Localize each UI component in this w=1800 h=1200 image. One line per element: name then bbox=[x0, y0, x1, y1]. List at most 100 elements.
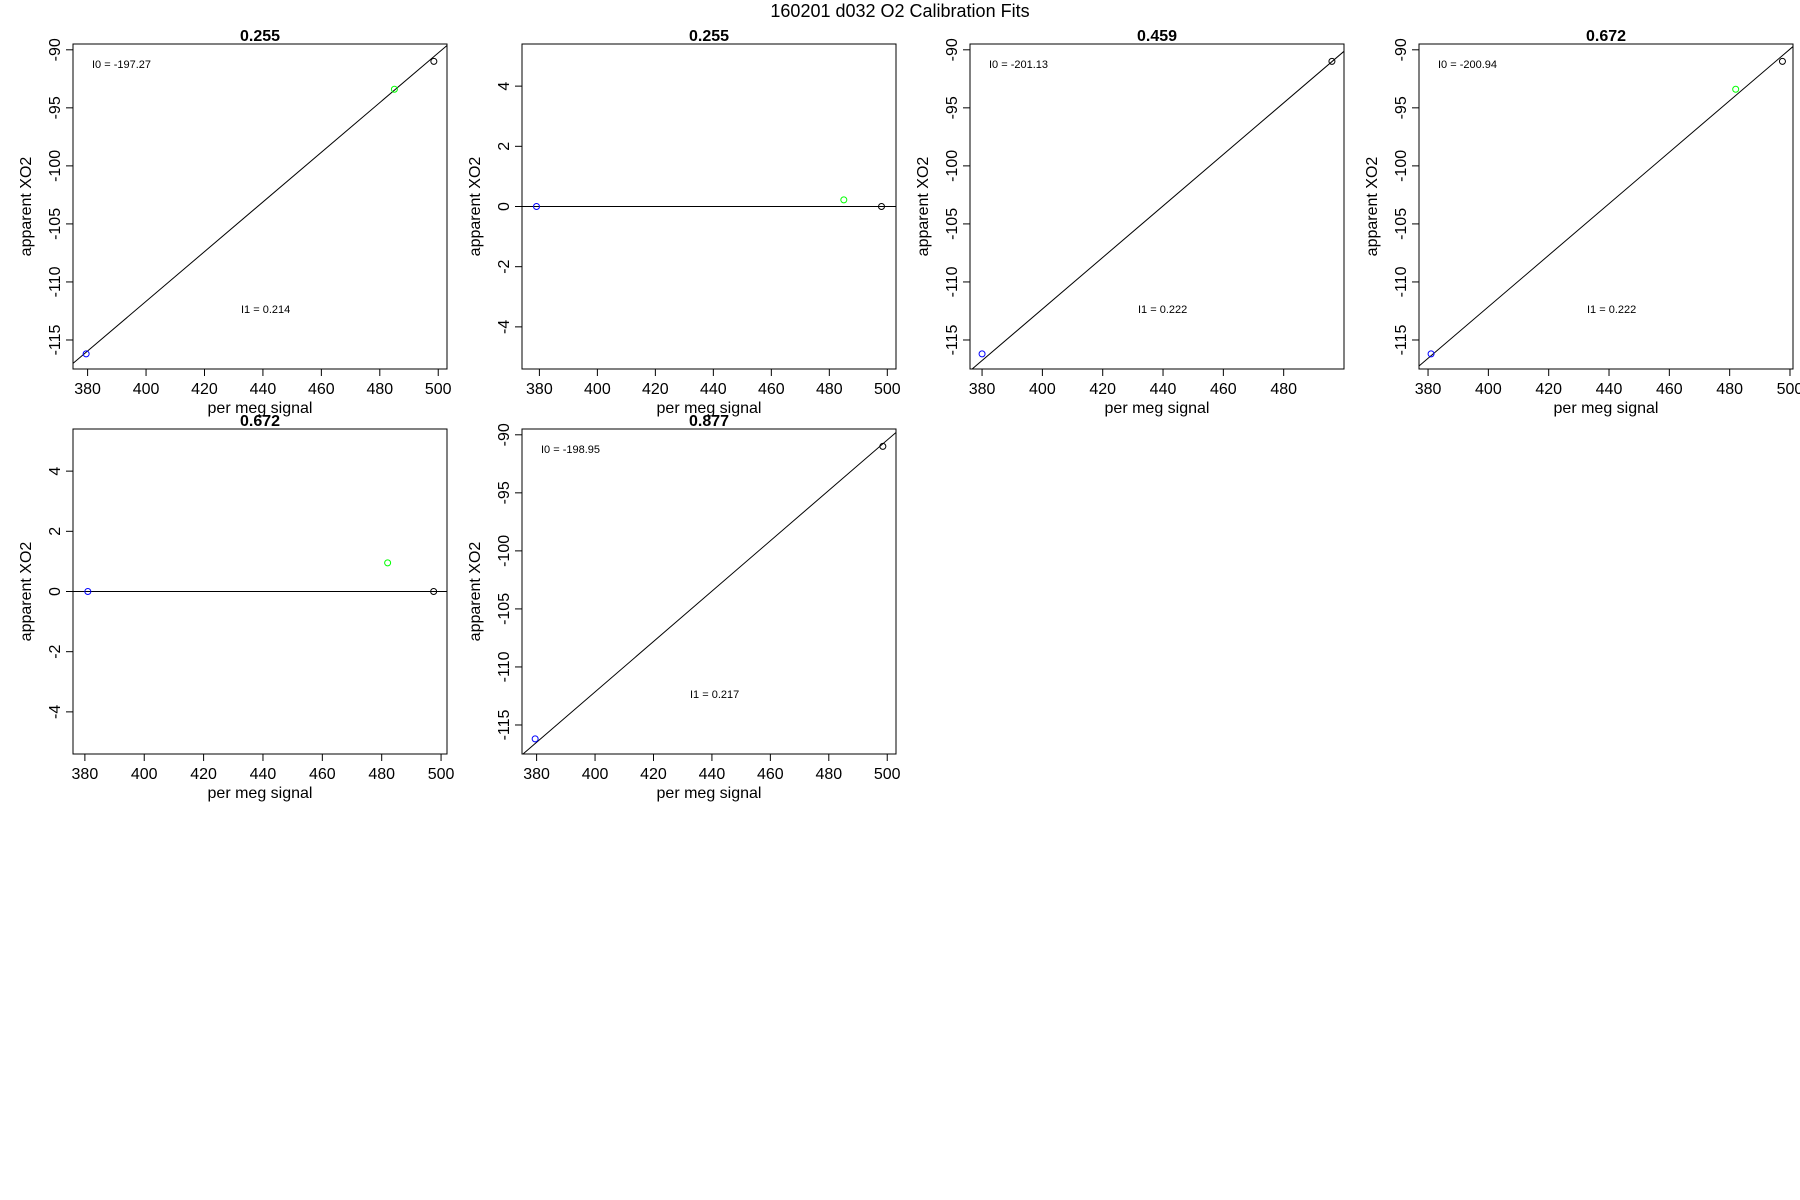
data-point-blue bbox=[84, 588, 92, 595]
panel-title: 0.877 bbox=[689, 413, 729, 430]
page-title: 160201 d032 O2 Calibration Fits bbox=[770, 1, 1030, 21]
y-tick-label: 2 bbox=[496, 142, 513, 151]
y-tick-label: -105 bbox=[1393, 208, 1410, 240]
x-axis-label: per meg signal bbox=[1105, 400, 1210, 417]
fit-line bbox=[1419, 46, 1793, 367]
x-tick-label: 460 bbox=[758, 381, 785, 398]
x-tick-label: 400 bbox=[131, 766, 158, 783]
x-tick-label: 500 bbox=[874, 766, 901, 783]
x-tick-label: 500 bbox=[425, 381, 452, 398]
y-tick-label: -90 bbox=[944, 38, 961, 61]
y-tick-label: -4 bbox=[47, 705, 64, 719]
x-tick-label: 440 bbox=[1596, 381, 1623, 398]
x-tick-label: 420 bbox=[640, 766, 667, 783]
y-tick-label: -110 bbox=[496, 651, 513, 682]
panel-title: 0.672 bbox=[1586, 28, 1626, 45]
y-tick-label: -4 bbox=[496, 320, 513, 334]
y-axis-label: apparent XO2 bbox=[467, 542, 484, 642]
y-tick-label: 0 bbox=[496, 202, 513, 211]
chart-panel-6: 0.877 380 400 420 440 460 480 500 per meg signal… bbox=[467, 413, 901, 802]
x-tick-label: 440 bbox=[699, 766, 726, 783]
data-point-black bbox=[1328, 57, 1336, 65]
fit-line bbox=[971, 50, 1344, 369]
x-tick-label: 400 bbox=[582, 766, 609, 783]
plot-frame bbox=[1418, 43, 1794, 370]
y-tick-label: -110 bbox=[1393, 266, 1410, 297]
data-point-green bbox=[384, 559, 392, 567]
x-tick-label: 480 bbox=[366, 381, 393, 398]
slope-annotation: I1 = 0.222 bbox=[1138, 304, 1187, 316]
data-point-blue bbox=[978, 350, 986, 358]
y-tick-label: -2 bbox=[496, 259, 513, 273]
x-tick-label: 380 bbox=[74, 381, 101, 398]
x-tick-label: 380 bbox=[969, 381, 996, 398]
data-point-black bbox=[430, 588, 438, 595]
x-tick-label: 440 bbox=[250, 766, 277, 783]
y-tick-label: -95 bbox=[496, 481, 513, 504]
data-point-black bbox=[430, 57, 438, 65]
x-axis-label: per meg signal bbox=[208, 400, 313, 417]
y-tick-label: -110 bbox=[944, 266, 961, 297]
y-tick-label: 0 bbox=[47, 587, 64, 596]
y-tick-label: 4 bbox=[47, 467, 64, 476]
plot-frame bbox=[521, 428, 897, 755]
x-axis-label: per meg signal bbox=[657, 785, 762, 802]
data-point-green bbox=[1732, 85, 1740, 93]
y-tick-label: -115 bbox=[47, 324, 64, 355]
data-point-black bbox=[879, 442, 887, 450]
x-tick-label: 480 bbox=[815, 766, 842, 783]
y-tick-label: -90 bbox=[496, 423, 513, 446]
x-tick-label: 500 bbox=[428, 766, 455, 783]
y-tick-label: -115 bbox=[944, 324, 961, 355]
y-axis-label: apparent XO2 bbox=[18, 542, 35, 642]
x-tick-label: 460 bbox=[308, 381, 335, 398]
slope-annotation: I1 = 0.217 bbox=[690, 689, 739, 701]
panel-title: 0.255 bbox=[689, 28, 729, 45]
y-tick-label: -110 bbox=[47, 266, 64, 297]
y-tick-label: -100 bbox=[496, 535, 513, 567]
y-axis-label: apparent XO2 bbox=[1364, 157, 1381, 257]
slope-annotation: I1 = 0.214 bbox=[241, 304, 290, 316]
x-tick-label: 460 bbox=[757, 766, 784, 783]
y-axis-label: apparent XO2 bbox=[915, 157, 932, 257]
plot-frame bbox=[72, 43, 448, 370]
intercept-annotation: I0 = -200.94 bbox=[1438, 59, 1497, 71]
x-tick-label: 500 bbox=[1777, 381, 1800, 398]
plot-frame bbox=[969, 43, 1345, 370]
x-tick-label: 480 bbox=[1270, 381, 1297, 398]
data-point-black bbox=[878, 203, 886, 210]
x-tick-label: 460 bbox=[1656, 381, 1683, 398]
x-tick-label: 400 bbox=[133, 381, 160, 398]
x-tick-label: 400 bbox=[584, 381, 611, 398]
y-tick-label: -95 bbox=[1393, 96, 1410, 119]
y-tick-label: 2 bbox=[47, 527, 64, 536]
y-tick-label: -115 bbox=[496, 709, 513, 740]
x-tick-label: 380 bbox=[526, 381, 553, 398]
data-point-blue bbox=[532, 203, 540, 210]
data-point-blue bbox=[82, 350, 90, 358]
data-point-green bbox=[840, 196, 848, 204]
y-axis-label: apparent XO2 bbox=[18, 157, 35, 257]
x-tick-label: 380 bbox=[523, 766, 550, 783]
panel-title: 0.255 bbox=[240, 28, 280, 45]
x-tick-label: 400 bbox=[1029, 381, 1056, 398]
intercept-annotation: I0 = -198.95 bbox=[541, 444, 600, 456]
chart-panel-1: 0.255 380 400 420 440 460 480 500 per meg signal… bbox=[18, 28, 452, 417]
data-point-black bbox=[1778, 57, 1786, 65]
x-axis-label: per meg signal bbox=[657, 400, 762, 417]
x-axis-label: per meg signal bbox=[208, 785, 313, 802]
intercept-annotation: I0 = -201.13 bbox=[989, 59, 1048, 71]
x-tick-label: 420 bbox=[1535, 381, 1562, 398]
data-point-blue bbox=[1427, 350, 1435, 358]
x-tick-label: 440 bbox=[700, 381, 727, 398]
x-tick-label: 480 bbox=[1716, 381, 1743, 398]
x-axis-label: per meg signal bbox=[1554, 400, 1659, 417]
panel-title: 0.672 bbox=[240, 413, 280, 430]
x-tick-label: 500 bbox=[874, 381, 901, 398]
x-tick-label: 380 bbox=[72, 766, 99, 783]
panel-title: 0.459 bbox=[1137, 28, 1177, 45]
x-tick-label: 420 bbox=[190, 766, 217, 783]
